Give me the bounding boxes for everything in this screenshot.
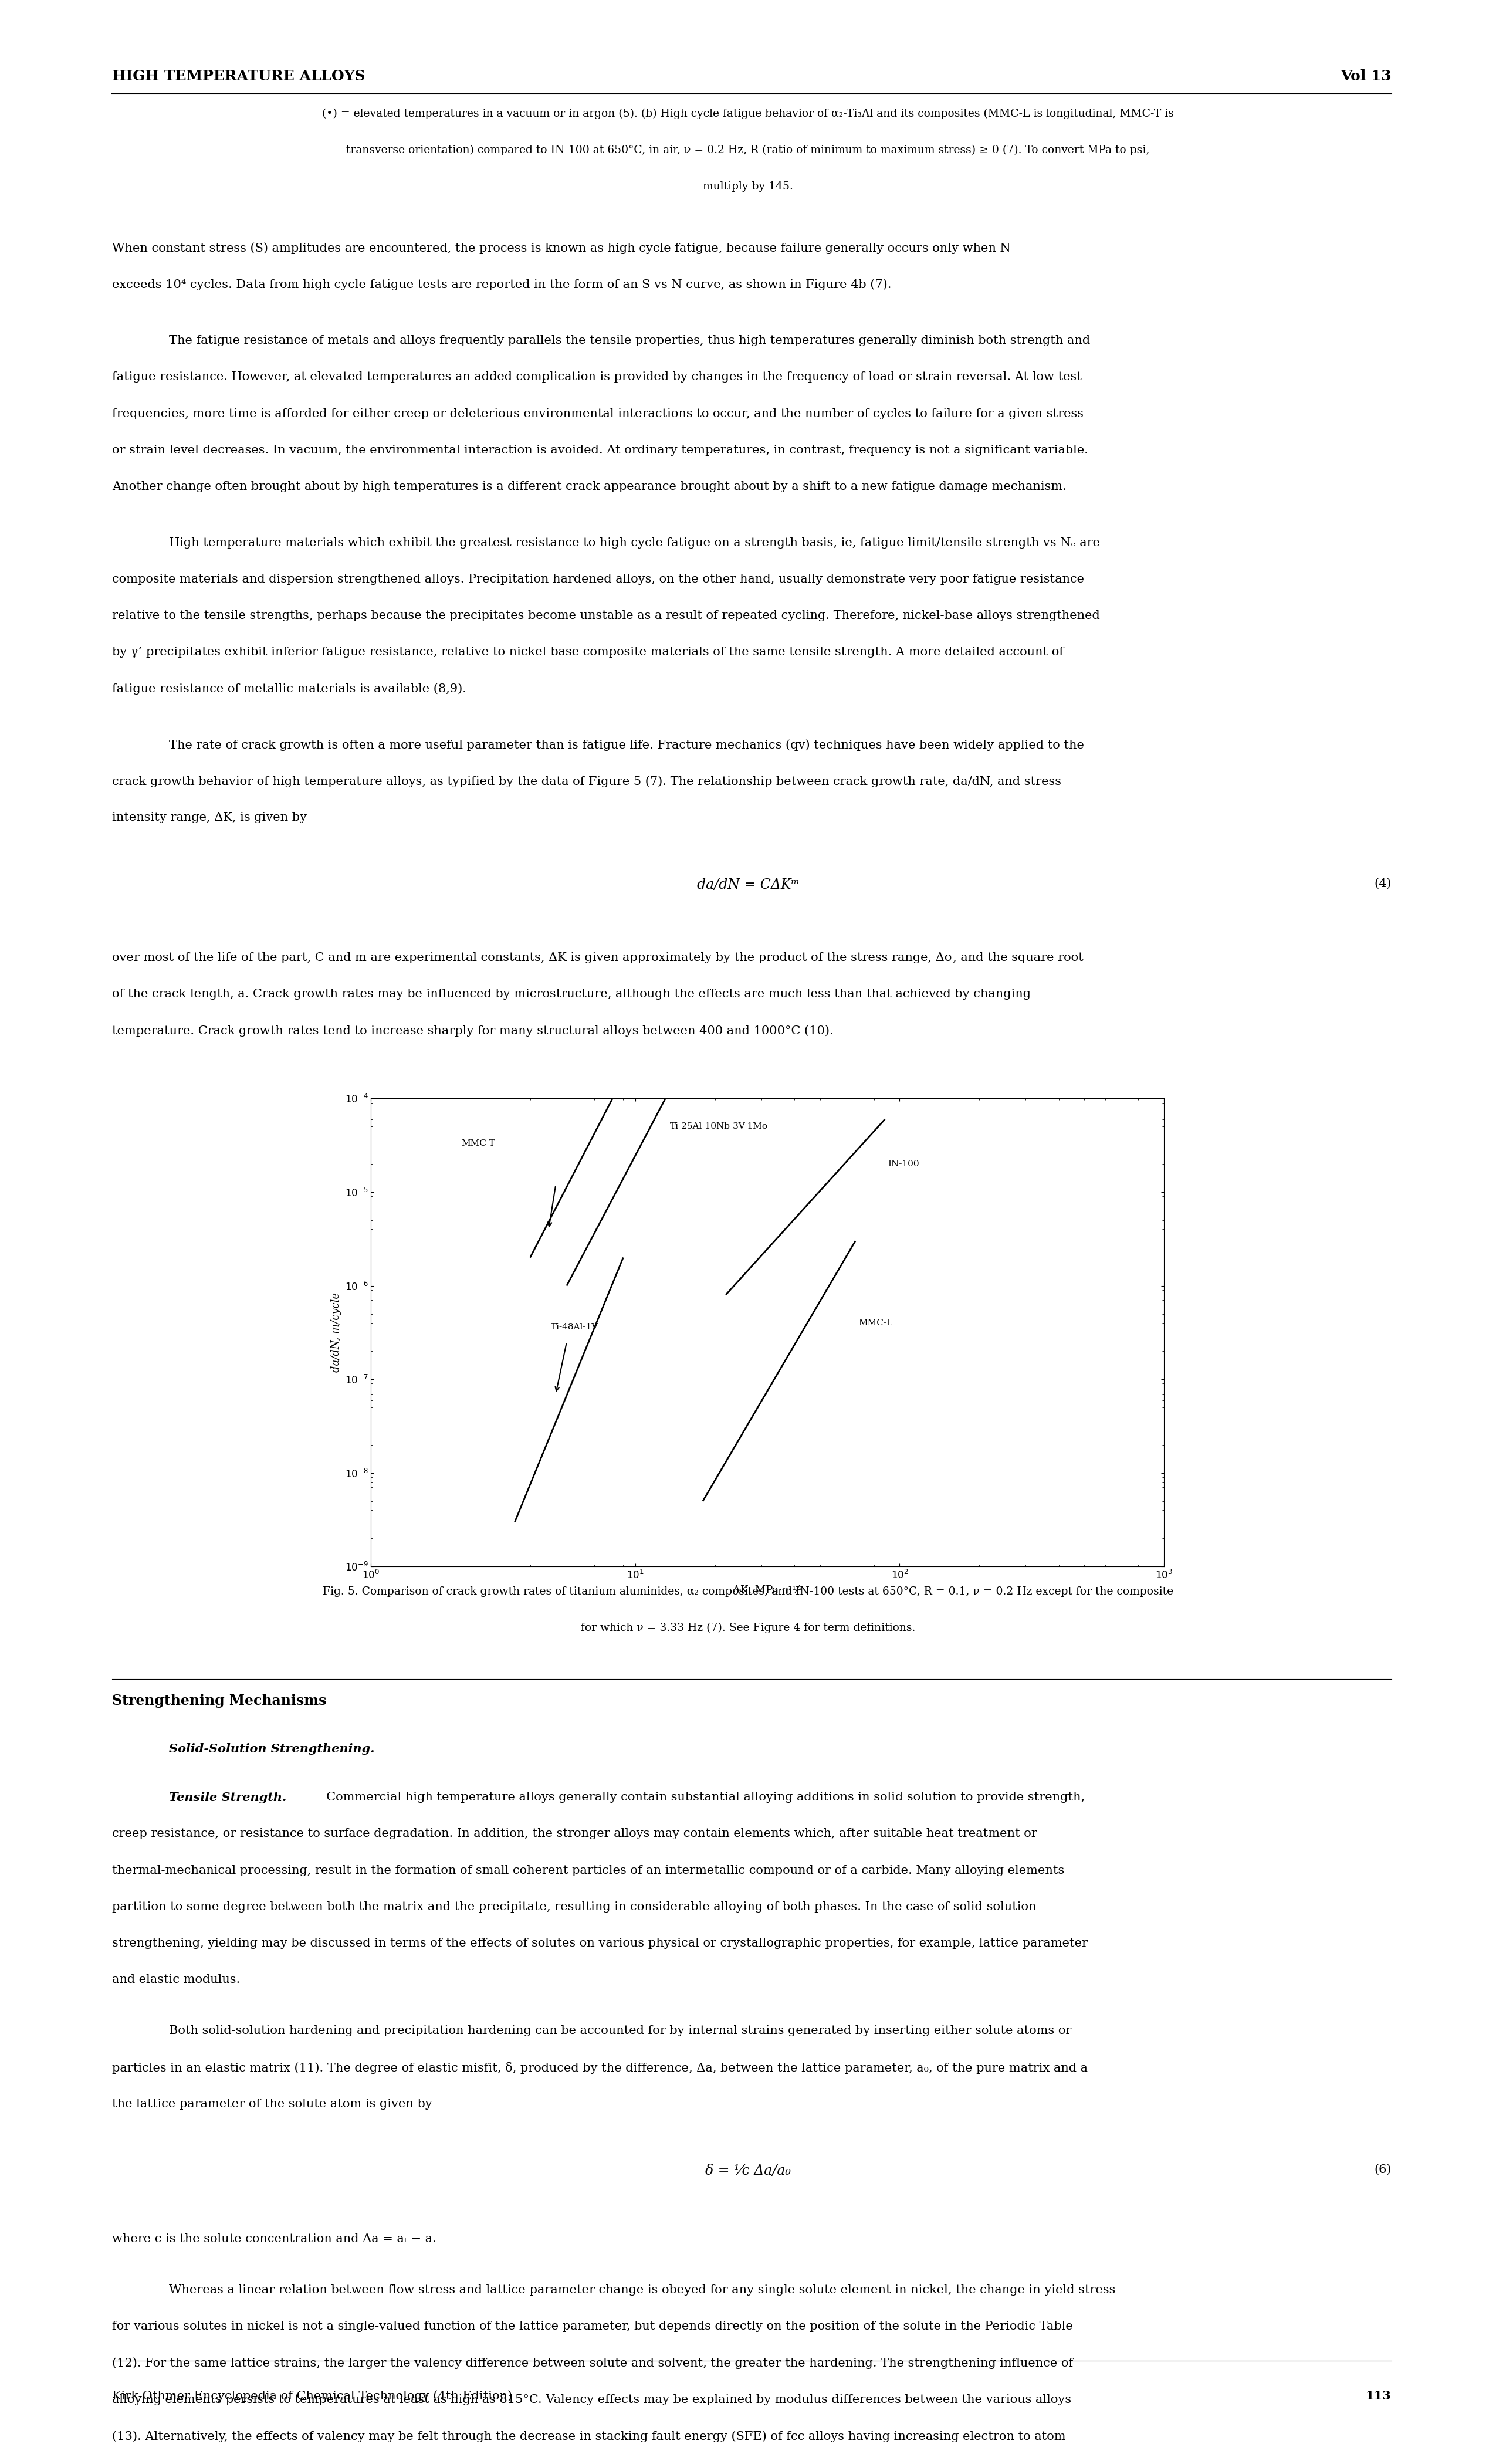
Text: composite materials and dispersion strengthened alloys. Precipitation hardened a: composite materials and dispersion stren…	[112, 574, 1085, 584]
Text: where c is the solute concentration and Δa = aₜ − a.: where c is the solute concentration and …	[112, 2232, 437, 2245]
Text: The rate of crack growth is often a more useful parameter than is fatigue life. : The rate of crack growth is often a more…	[169, 739, 1085, 752]
Text: alloying elements persists to temperatures at least as high as 815°C. Valency ef: alloying elements persists to temperatur…	[112, 2395, 1071, 2405]
Text: δ = ¹⁄ᴄ Δa/a₀: δ = ¹⁄ᴄ Δa/a₀	[705, 2163, 791, 2178]
Text: IN-100: IN-100	[887, 1161, 919, 1168]
Text: Kirk-Othmer Encyclopedia of Chemical Technology (4th Edition): Kirk-Othmer Encyclopedia of Chemical Tec…	[112, 2390, 512, 2402]
Text: frequencies, more time is afforded for either creep or deleterious environmental: frequencies, more time is afforded for e…	[112, 409, 1083, 419]
Text: over most of the life of the part, C and m are experimental constants, ΔK is giv: over most of the life of the part, C and…	[112, 951, 1083, 963]
Text: for various solutes in nickel is not a single-valued function of the lattice par: for various solutes in nickel is not a s…	[112, 2321, 1073, 2333]
Text: partition to some degree between both the matrix and the precipitate, resulting : partition to some degree between both th…	[112, 1902, 1037, 1912]
Text: Strengthening Mechanisms: Strengthening Mechanisms	[112, 1693, 326, 1708]
Text: Fig. 5. Comparison of crack growth rates of titanium aluminides, α₂ composites, : Fig. 5. Comparison of crack growth rates…	[323, 1587, 1173, 1597]
Text: particles in an elastic matrix (11). The degree of elastic misfit, δ, produced b: particles in an elastic matrix (11). The…	[112, 2062, 1088, 2075]
Text: of the crack length, a. Crack growth rates may be influenced by microstructure, : of the crack length, a. Crack growth rat…	[112, 988, 1031, 1000]
Text: Tensile Strength.: Tensile Strength.	[169, 1791, 287, 1804]
Text: HIGH TEMPERATURE ALLOYS: HIGH TEMPERATURE ALLOYS	[112, 69, 365, 84]
Text: (6): (6)	[1373, 2163, 1391, 2176]
Text: Ti-48Al-1V: Ti-48Al-1V	[551, 1323, 598, 1331]
Text: (12). For the same lattice strains, the larger the valency difference between so: (12). For the same lattice strains, the …	[112, 2358, 1073, 2368]
Text: MMC-T: MMC-T	[461, 1138, 495, 1148]
Text: crack growth behavior of high temperature alloys, as typified by the data of Fig: crack growth behavior of high temperatur…	[112, 776, 1062, 786]
Text: fatigue resistance. However, at elevated temperatures an added complication is p: fatigue resistance. However, at elevated…	[112, 372, 1082, 382]
Text: multiply by 145.: multiply by 145.	[703, 182, 793, 192]
Text: da/dN = CΔKᵐ: da/dN = CΔKᵐ	[697, 877, 799, 892]
Text: or strain level decreases. In vacuum, the environmental interaction is avoided. : or strain level decreases. In vacuum, th…	[112, 444, 1089, 456]
Text: High temperature materials which exhibit the greatest resistance to high cycle f: High temperature materials which exhibit…	[169, 537, 1100, 549]
Text: Another change often brought about by high temperatures is a different crack app: Another change often brought about by hi…	[112, 480, 1067, 493]
Text: for which ν = 3.33 Hz (7). See Figure 4 for term definitions.: for which ν = 3.33 Hz (7). See Figure 4 …	[580, 1624, 916, 1634]
Text: transverse orientation) compared to IN-100 at 650°C, in air, ν = 0.2 Hz, R (rati: transverse orientation) compared to IN-1…	[346, 145, 1150, 155]
Text: Ti-25Al-10Nb-3V-1Mo: Ti-25Al-10Nb-3V-1Mo	[670, 1124, 767, 1131]
X-axis label: ΔK, MPa·m¹⁄²: ΔK, MPa·m¹⁄²	[733, 1584, 802, 1594]
Text: intensity range, ΔK, is given by: intensity range, ΔK, is given by	[112, 813, 307, 823]
Text: 113: 113	[1366, 2390, 1391, 2402]
Text: exceeds 10⁴ cycles. Data from high cycle fatigue tests are reported in the form : exceeds 10⁴ cycles. Data from high cycle…	[112, 278, 892, 291]
Text: Commercial high temperature alloys generally contain substantial alloying additi: Commercial high temperature alloys gener…	[319, 1791, 1085, 1804]
Text: relative to the tensile strengths, perhaps because the precipitates become unsta: relative to the tensile strengths, perha…	[112, 611, 1100, 621]
Text: (•) = elevated temperatures in a vacuum or in argon (5). (b) High cycle fatigue : (•) = elevated temperatures in a vacuum …	[322, 108, 1174, 118]
Text: MMC-L: MMC-L	[859, 1318, 893, 1328]
Text: thermal-mechanical processing, result in the formation of small coherent particl: thermal-mechanical processing, result in…	[112, 1865, 1065, 1875]
Text: (4): (4)	[1373, 877, 1391, 890]
Text: Whereas a linear relation between flow stress and lattice-parameter change is ob: Whereas a linear relation between flow s…	[169, 2284, 1116, 2296]
Text: Vol 13: Vol 13	[1340, 69, 1391, 84]
Text: The fatigue resistance of metals and alloys frequently parallels the tensile pro: The fatigue resistance of metals and all…	[169, 335, 1091, 347]
Text: and elastic modulus.: and elastic modulus.	[112, 1974, 241, 1986]
Text: Both solid-solution hardening and precipitation hardening can be accounted for b: Both solid-solution hardening and precip…	[169, 2025, 1071, 2038]
Text: fatigue resistance of metallic materials is available (8,9).: fatigue resistance of metallic materials…	[112, 683, 467, 695]
Text: temperature. Crack growth rates tend to increase sharply for many structural all: temperature. Crack growth rates tend to …	[112, 1025, 833, 1037]
Text: the lattice parameter of the solute atom is given by: the lattice parameter of the solute atom…	[112, 2099, 432, 2109]
Y-axis label: da/dN, m/cycle: da/dN, m/cycle	[331, 1294, 341, 1372]
Text: by γ’-precipitates exhibit inferior fatigue resistance, relative to nickel-base : by γ’-precipitates exhibit inferior fati…	[112, 646, 1064, 658]
Text: strengthening, yielding may be discussed in terms of the effects of solutes on v: strengthening, yielding may be discussed…	[112, 1937, 1088, 1949]
Text: When constant stress (S) amplitudes are encountered, the process is known as hig: When constant stress (S) amplitudes are …	[112, 241, 1011, 254]
Text: creep resistance, or resistance to surface degradation. In addition, the stronge: creep resistance, or resistance to surfa…	[112, 1828, 1037, 1841]
Text: Solid-Solution Strengthening.: Solid-Solution Strengthening.	[169, 1742, 374, 1754]
Text: (13). Alternatively, the effects of valency may be felt through the decrease in : (13). Alternatively, the effects of vale…	[112, 2430, 1065, 2442]
